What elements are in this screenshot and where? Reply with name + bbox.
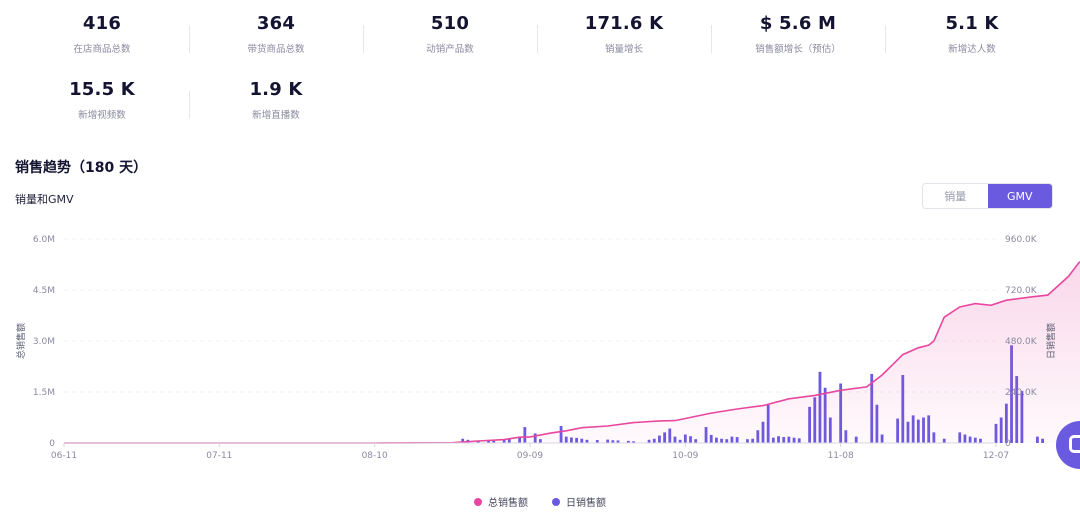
y-left-axis-title: 总销售额: [15, 323, 27, 359]
stat-card: 510 动销产品数: [363, 13, 537, 56]
stats-row-2: 15.5 K 新增视频数 1.9 K 新增直播数: [15, 79, 1059, 122]
total-sales-area: [64, 262, 1080, 443]
stat-card: 364 带货商品总数: [189, 13, 363, 56]
stat-label: 新增直播数: [252, 110, 300, 121]
stat-value: 5.1 K: [945, 13, 999, 34]
y-left-tick-label: 1.5M: [33, 388, 55, 398]
stat-label: 带货商品总数: [247, 44, 305, 55]
stat-value: 416: [82, 13, 122, 34]
legend-daily-dot: [552, 497, 560, 506]
stat-card: 171.6 K 销量增长: [537, 13, 711, 56]
stat-value: 364: [256, 13, 296, 34]
stat-value: 510: [430, 13, 470, 34]
axes: 0 0 1.5M 240.0K 3.0M 480.0K 4.5M 720.0K 6.0M 960.…: [15, 235, 1057, 461]
stat-value: $ 5.6 M: [759, 13, 837, 34]
toggle-gmv[interactable]: GMV: [987, 184, 1052, 208]
stat-value: 15.5 K: [69, 79, 135, 100]
chart-subtitle: 销量和GMV: [15, 193, 74, 206]
legend-daily-label: 日销售额: [566, 498, 606, 509]
stat-value: 171.6 K: [584, 13, 664, 34]
stat-value: 1.9 K: [249, 79, 303, 100]
total-sales-line: [64, 261, 1080, 444]
metric-toggle: 销量 GMV: [922, 183, 1053, 209]
stat-card: 416 在店商品总数: [15, 13, 189, 56]
section-title: 销售趋势（180 天）: [15, 160, 148, 176]
legend-daily[interactable]: 日销售额: [552, 494, 606, 509]
x-tick-label: 07-11: [206, 451, 232, 461]
daily-sales-bar: [461, 438, 465, 443]
x-tick-label: 09-09: [517, 451, 543, 461]
stat-label: 在店商品总数: [73, 44, 131, 55]
x-tick-label: 10-09: [672, 451, 698, 461]
legend-total-label: 总销售额: [488, 498, 528, 509]
stat-card: $ 5.6 M 销售额增长（预估）: [711, 13, 885, 56]
sales-trend-chart: 0 0 1.5M 240.0K 3.0M 480.0K 4.5M 720.0K 6.0M 960.…: [15, 235, 1080, 461]
chart-legend: 总销售额 日销售额: [0, 494, 1080, 509]
stat-card: 5.1 K 新增达人数: [885, 13, 1059, 56]
daily-sales-bar: [523, 427, 527, 443]
legend-total[interactable]: 总销售额: [474, 494, 528, 509]
legend-total-dot: [474, 497, 482, 506]
grid-lines: [64, 238, 996, 393]
x-tick-label: 06-11: [51, 451, 77, 461]
stat-label: 动销产品数: [426, 44, 474, 55]
stat-label: 新增视频数: [78, 110, 126, 121]
y-right-tick-label: 960.0K: [1005, 235, 1038, 245]
y-left-tick-label: 3.0M: [33, 337, 55, 347]
stat-label: 新增达人数: [948, 44, 996, 55]
stat-card: 1.9 K 新增直播数: [189, 79, 363, 122]
chat-icon[interactable]: [1056, 421, 1080, 469]
y-left-tick-label: 6.0M: [33, 235, 55, 245]
stats-row-1: 416 在店商品总数 364 带货商品总数 510 动销产品数 171.6 K 销量增长 $ 5…: [15, 13, 1059, 56]
y-right-tick-label: 0: [1005, 439, 1011, 449]
y-right-tick-label: 480.0K: [1005, 337, 1038, 347]
x-tick-label: 11-08: [828, 451, 854, 461]
stat-card: 15.5 K 新增视频数: [15, 79, 189, 122]
y-right-axis-title: 日销售额: [1045, 323, 1057, 359]
toggle-sales-volume[interactable]: 销量: [923, 184, 988, 208]
stat-label: 销售额增长（预估）: [755, 44, 841, 55]
y-left-tick-label: 0: [49, 439, 55, 449]
y-right-tick-label: 240.0K: [1005, 388, 1038, 398]
x-tick-label: 08-10: [362, 451, 388, 461]
x-tick-label: 12-07: [983, 451, 1009, 461]
y-right-tick-label: 720.0K: [1005, 286, 1038, 296]
stat-label: 销量增长: [604, 44, 643, 55]
y-left-tick-label: 4.5M: [33, 286, 55, 296]
